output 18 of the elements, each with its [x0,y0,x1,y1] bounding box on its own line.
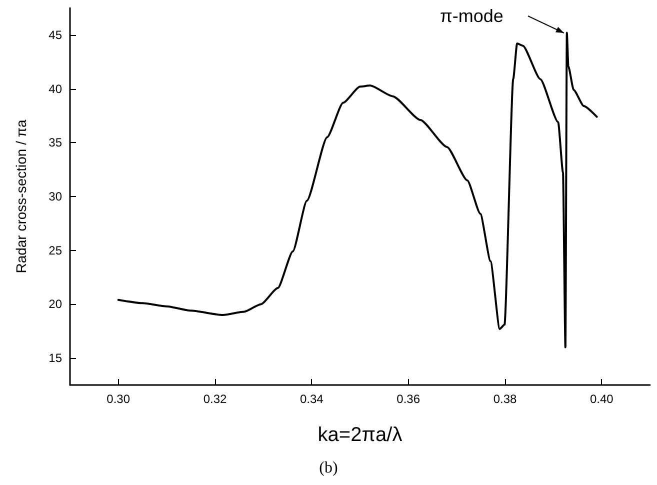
text: (b) [319,460,338,476]
annotation: π-mode [440,6,504,26]
x-tick-label: 0.30 [106,392,130,406]
y-tick-label: 25 [48,243,62,258]
y-tick-label: 45 [48,28,62,42]
y-tick-label: 15 [48,351,62,366]
x-tick-label: 0.34 [300,392,324,406]
x-tick-label: 0.36 [396,392,420,406]
y-tick-label: 20 [48,297,62,312]
x-tick-label: 0.32 [203,392,227,406]
x-tick-label: 0.38 [493,392,517,406]
y-tick-label: 40 [48,82,62,96]
x-tick-label: 0.40 [590,392,614,406]
y-axis-title: Radar cross-section / πa [13,119,29,274]
y-tick-label: 30 [48,190,62,204]
x-axis-title: ka=2πa/λ [318,424,402,446]
line-series [117,32,598,348]
y-tick-label: 35 [48,136,62,150]
